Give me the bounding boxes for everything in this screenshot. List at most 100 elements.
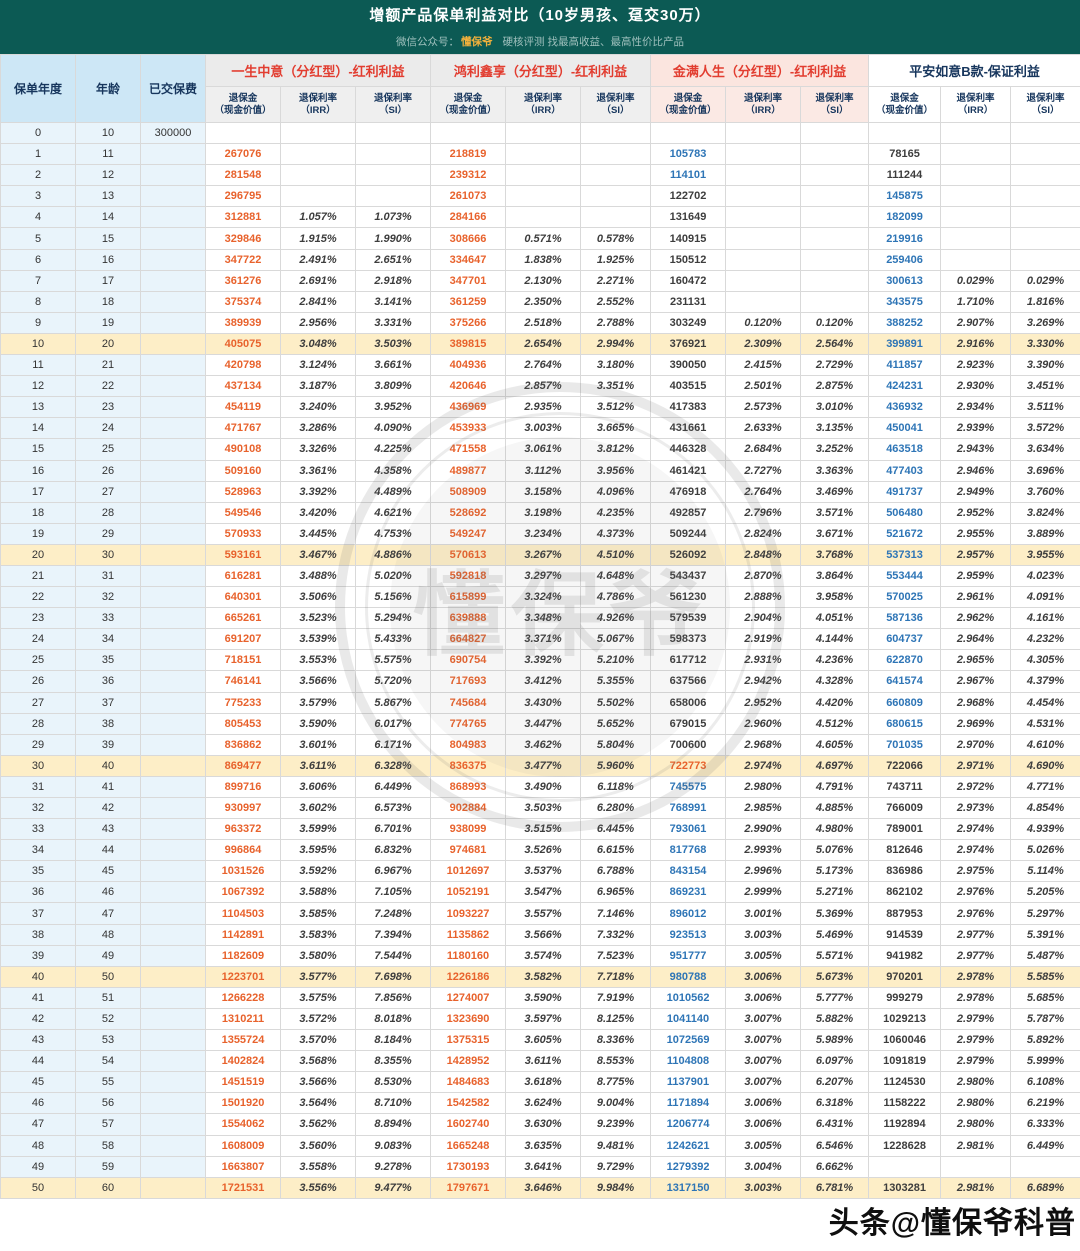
policy-year-cell: 46 — [0, 1092, 76, 1115]
cash-value-cell: 836862 — [205, 733, 281, 756]
cash-value-cell: 218819 — [430, 143, 507, 166]
cash-value-cell — [868, 1155, 942, 1178]
cash-value-cell: 347701 — [430, 269, 507, 292]
si-cell: 6.328% — [354, 754, 432, 777]
table-row: 36 46 1067392 3.588% 7.105% 1052191 3.547% 6.96… — [0, 881, 1080, 904]
irr-cell: 3.348% — [505, 607, 582, 630]
age-cell: 16 — [75, 248, 141, 271]
si-cell: 4.096% — [580, 480, 652, 503]
irr-cell: 3.158% — [505, 480, 582, 503]
irr-cell: 2.975% — [940, 860, 1012, 883]
si-cell: 4.358% — [354, 459, 432, 482]
subtitle-brand: 懂保爷 — [461, 35, 493, 48]
cash-value-cell: 999279 — [868, 986, 942, 1009]
cash-value-cell: 446328 — [650, 438, 727, 461]
cash-value-cell: 303249 — [650, 311, 727, 334]
cash-value-cell: 376921 — [650, 332, 727, 356]
irr-cell: 3.564% — [280, 1092, 356, 1115]
policy-year-cell: 49 — [0, 1155, 76, 1178]
cash-value-cell: 471767 — [205, 417, 281, 440]
cash-value-cell: 490108 — [205, 438, 281, 461]
cash-value-cell: 131649 — [650, 206, 727, 229]
premium-cell — [140, 501, 206, 524]
si-cell: 6.097% — [800, 1050, 870, 1073]
policy-year-cell: 34 — [0, 839, 76, 862]
cash-value-cell: 477403 — [868, 459, 942, 482]
cash-value-cell: 1158222 — [868, 1092, 942, 1115]
policy-year-cell: 10 — [0, 332, 76, 356]
irr-cell: 2.979% — [940, 1029, 1012, 1052]
si-cell: 5.076% — [800, 839, 870, 862]
irr-cell: 2.857% — [505, 375, 582, 398]
product-header-row: 保单年度 年龄 已交保费 一生中意（分红型）-红利利益 鸿利鑫享（分红型）-红利… — [0, 54, 1080, 123]
cash-value-cell: 789001 — [868, 818, 942, 841]
sub-header-surrender-value: 退保金 （现金价值） — [868, 86, 942, 123]
cash-value-cell: 836986 — [868, 860, 942, 883]
table-row: 18 28 549546 3.420% 4.621% 528692 3.198% 4.235%… — [0, 501, 1080, 524]
table-row: 37 47 1104503 3.585% 7.248% 1093227 3.557% 7.14… — [0, 902, 1080, 925]
irr-cell: 3.392% — [505, 649, 582, 672]
irr-cell: 2.518% — [505, 311, 582, 334]
irr-cell: 3.635% — [505, 1134, 582, 1157]
col-header-age: 年龄 — [75, 54, 141, 123]
irr-cell: 3.577% — [280, 965, 356, 988]
si-cell: 5.999% — [1010, 1050, 1080, 1073]
si-cell: 7.718% — [580, 965, 652, 988]
irr-cell: 3.007% — [725, 1071, 802, 1094]
table-row: 47 57 1554062 3.562% 8.894% 1602740 3.630% 9.23… — [0, 1113, 1080, 1136]
irr-cell: 2.977% — [940, 944, 1012, 967]
si-cell: 4.605% — [800, 733, 870, 756]
cash-value-cell: 471558 — [430, 438, 507, 461]
table-row: 12 22 437134 3.187% 3.809% 420646 2.857% 3.351%… — [0, 375, 1080, 398]
product-header-honglixinxiang: 鸿利鑫享（分红型）-红利利益 — [430, 54, 652, 87]
premium-cell — [140, 480, 206, 503]
si-cell: 6.431% — [800, 1113, 870, 1136]
irr-cell: 2.974% — [725, 754, 802, 777]
cash-value-cell: 389939 — [205, 311, 281, 334]
si-cell: 4.305% — [1010, 649, 1080, 672]
si-cell — [800, 121, 870, 145]
si-cell: 8.530% — [354, 1071, 432, 1094]
col-header-policy-year: 保单年度 — [0, 54, 76, 123]
irr-cell: 2.985% — [725, 796, 802, 820]
si-cell: 7.523% — [580, 944, 652, 967]
irr-cell: 2.959% — [940, 564, 1012, 588]
si-cell: 2.552% — [580, 290, 652, 313]
irr-cell: 3.477% — [505, 754, 582, 777]
cash-value-cell: 506480 — [868, 501, 942, 524]
irr-cell: 3.048% — [280, 332, 356, 356]
si-cell: 5.720% — [354, 670, 432, 693]
premium-cell — [140, 1029, 206, 1052]
irr-cell: 3.124% — [280, 354, 356, 377]
premium-cell — [140, 733, 206, 756]
si-cell: 9.239% — [580, 1113, 652, 1136]
irr-cell — [280, 164, 356, 187]
irr-cell: 3.326% — [280, 438, 356, 461]
si-cell: 7.105% — [354, 881, 432, 904]
cash-value-cell: 1608009 — [205, 1134, 281, 1157]
si-cell: 5.777% — [800, 986, 870, 1009]
si-cell: 4.328% — [800, 670, 870, 693]
policy-year-cell: 3 — [0, 185, 76, 208]
si-cell: 4.939% — [1010, 818, 1080, 841]
si-cell — [1010, 1155, 1080, 1178]
cash-value-cell: 390050 — [650, 354, 727, 377]
cash-value-cell: 1171894 — [650, 1092, 727, 1115]
irr-cell: 3.562% — [280, 1113, 356, 1136]
irr-cell: 2.309% — [725, 332, 802, 356]
cash-value-cell: 420646 — [430, 375, 507, 398]
si-cell: 5.271% — [800, 881, 870, 904]
irr-cell: 2.957% — [940, 543, 1012, 566]
si-cell — [354, 185, 432, 208]
cash-value-cell: 1192894 — [868, 1113, 942, 1136]
table-row: 23 33 665261 3.523% 5.294% 639888 3.348% 4.926%… — [0, 607, 1080, 630]
si-cell: 4.489% — [354, 480, 432, 503]
cash-value-cell: 641574 — [868, 670, 942, 693]
si-cell: 3.512% — [580, 396, 652, 419]
table-header: 保单年度 年龄 已交保费 一生中意（分红型）-红利利益 鸿利鑫享（分红型）-红利… — [0, 54, 1080, 123]
irr-cell: 2.942% — [725, 670, 802, 693]
si-cell: 3.180% — [580, 354, 652, 377]
age-cell: 35 — [75, 649, 141, 672]
table-row: 49 59 1663807 3.558% 9.278% 1730193 3.641% 9.72… — [0, 1155, 1080, 1178]
irr-cell: 3.568% — [280, 1050, 356, 1073]
